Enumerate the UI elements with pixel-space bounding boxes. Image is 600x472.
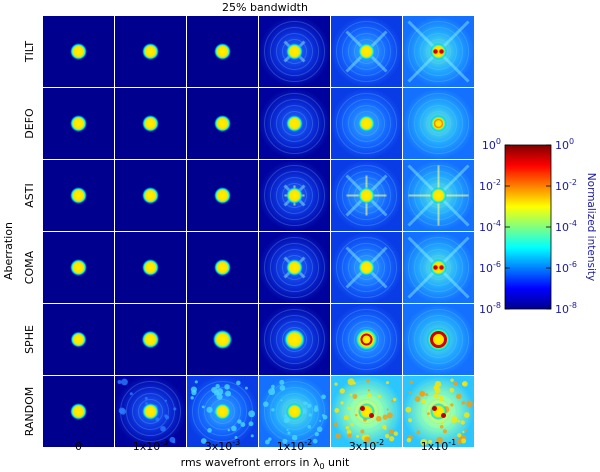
psf-panel-tilt-3 (259, 16, 330, 87)
psf-panel-tilt-1 (115, 16, 186, 87)
psf-panel-asti-4 (331, 160, 402, 231)
row-label-asti: ASTI (23, 183, 36, 207)
psf-panel-asti-3 (259, 160, 330, 231)
psf-panel-asti-0 (43, 160, 114, 231)
row-label-coma: COMA (23, 250, 36, 284)
column-label-4: 3x10-2 (349, 438, 385, 453)
psf-panel-random-0 (43, 376, 114, 447)
column-label-0: 0 (75, 440, 82, 453)
psf-panel-random-5 (403, 376, 474, 447)
psf-panel-sphe-3 (259, 304, 330, 375)
psf-panel-tilt-4 (331, 16, 402, 87)
psf-panel-tilt-0 (43, 16, 114, 87)
column-labels: 0 1x10-3 3x10-3 1x10-2 3x10-2 1x10-1 (75, 438, 456, 453)
psf-panel-defo-0 (43, 88, 114, 159)
chart-title: 25% bandwidth (222, 1, 308, 14)
psf-panel-random-1 (115, 376, 186, 447)
psf-panel-coma-3 (259, 232, 330, 303)
colorbar-tick-left-4: 10-8 (479, 301, 501, 316)
psf-panel-sphe-2 (187, 304, 258, 375)
psf-panel-coma-0 (43, 232, 114, 303)
y-axis-label: Aberration (2, 222, 15, 280)
colorbar-tick-right-2: 10-4 (555, 219, 577, 234)
row-label-defo: DEFO (23, 108, 36, 139)
x-axis-label: rms wavefront errors in λ0 unit (181, 456, 350, 471)
colorbar-tick-left-0: 100 (482, 137, 501, 152)
psf-panel-defo-5 (403, 88, 474, 159)
column-label-5: 1x10-1 (421, 438, 457, 453)
psf-panel-defo-4 (331, 88, 402, 159)
psf-panel-random-2 (187, 376, 258, 447)
psf-panel-random-3 (259, 376, 330, 447)
psf-panel-sphe-4 (331, 304, 402, 375)
colorbar-label: Normalized intensity (585, 173, 597, 281)
row-label-random: RANDOM (23, 387, 36, 437)
psf-panel-asti-1 (115, 160, 186, 231)
psf-panel-defo-2 (187, 88, 258, 159)
colorbar: 100 100 10-2 10-2 10-4 10-4 10-6 10-6 10-8 10-8 (479, 137, 577, 316)
colorbar-tick-left-3: 10-6 (479, 260, 501, 275)
psf-panel-random-4 (331, 376, 402, 447)
psf-panel-sphe-5 (403, 304, 474, 375)
psf-panel-asti-5 (403, 160, 474, 231)
psf-panel-coma-1 (115, 232, 186, 303)
psf-panel-tilt-5 (403, 16, 474, 87)
psf-panel-grid (43, 16, 474, 447)
psf-panel-sphe-1 (115, 304, 186, 375)
colorbar-tick-left-2: 10-4 (479, 219, 501, 234)
colorbar-tick-right-3: 10-6 (555, 260, 577, 275)
psf-panel-sphe-0 (43, 304, 114, 375)
colorbar-tick-left-1: 10-2 (479, 178, 501, 193)
column-label-2: 3x10-3 (205, 438, 241, 453)
psf-panel-coma-5 (403, 232, 474, 303)
row-labels: TILT DEFO ASTI COMA SPHE RANDOM (23, 41, 36, 437)
psf-panel-asti-2 (187, 160, 258, 231)
column-label-1: 1x10-3 (133, 438, 169, 453)
colorbar-tick-right-4: 10-8 (555, 301, 577, 316)
psf-panel-coma-2 (187, 232, 258, 303)
psf-panel-defo-1 (115, 88, 186, 159)
colorbar-tick-right-0: 100 (555, 137, 574, 152)
psf-panel-tilt-2 (187, 16, 258, 87)
colorbar-tick-right-1: 10-2 (555, 178, 577, 193)
column-label-3: 1x10-2 (277, 438, 313, 453)
psf-panel-coma-4 (331, 232, 402, 303)
row-label-tilt: TILT (23, 41, 36, 64)
psf-panel-defo-3 (259, 88, 330, 159)
row-label-sphe: SPHE (23, 325, 36, 354)
